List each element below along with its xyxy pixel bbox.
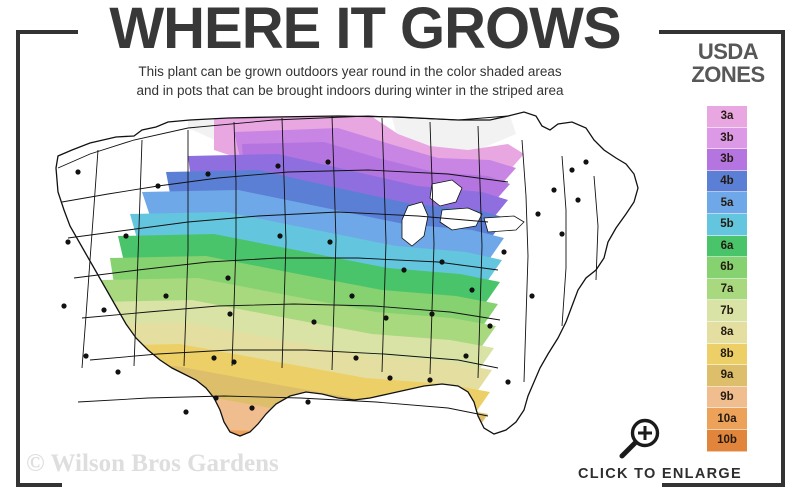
legend-title-line-1: USDA — [697, 39, 759, 64]
frame-top-right-segment — [659, 30, 785, 34]
legend-zone-9b-13: 9b — [707, 386, 747, 409]
legend-zone-label: 6b — [720, 261, 734, 274]
page-subtitle: This plant can be grown outdoors year ro… — [40, 62, 660, 100]
legend-zone-4b-3: 4b — [707, 170, 747, 193]
legend-zone-label: 8b — [720, 347, 734, 360]
legend-zone-label: 3b — [720, 153, 734, 166]
magnifier-plus-icon[interactable] — [617, 418, 663, 460]
page-title: WHERE IT GROWS — [109, 0, 621, 61]
legend-zone-3b-1: 3b — [707, 127, 747, 150]
legend-zone-3a-0: 3a — [707, 106, 747, 128]
legend-zone-7b-9: 7b — [707, 300, 747, 322]
legend-zone-5a-4: 5a — [707, 192, 747, 214]
legend-zone-label: 4b — [720, 175, 734, 188]
legend-zone-label: 10a — [717, 412, 737, 425]
subtitle-line-1: This plant can be grown outdoors year ro… — [138, 64, 562, 79]
city-markers — [61, 159, 589, 415]
legend-zone-6a-6: 6a — [707, 235, 747, 258]
legend-zone-label: 3b — [720, 131, 734, 144]
frame-bottom-right-segment — [662, 483, 785, 487]
legend-zone-label: 5b — [720, 218, 734, 231]
legend-zone-5b-5: 5b — [707, 213, 747, 236]
legend-zone-label: 7b — [720, 304, 734, 317]
click-to-enlarge-label[interactable]: CLICK TO ENLARGE — [578, 466, 742, 482]
legend-zone-label: 9a — [720, 369, 734, 382]
legend-title-line-2: ZONES — [691, 62, 765, 87]
country-outline — [55, 111, 639, 437]
legend-zone-10a-14: 10a — [707, 408, 747, 430]
legend-zone-list: 3a 3b 3b 4b 5a 5b 6a 6b 7a 7b 8a 8b 9a 9b 10a 10b — [707, 106, 747, 452]
frame-top-left-segment — [16, 30, 78, 34]
legend-title: USDA ZONES — [672, 40, 784, 86]
usda-zone-map-image[interactable] — [38, 110, 658, 460]
frame-right-edge — [781, 30, 785, 487]
legend-zone-label: 6a — [720, 239, 734, 252]
legend-zone-label: 7a — [720, 283, 734, 296]
frame-bottom-left-segment — [16, 483, 62, 487]
legend-zone-6b-7: 6b — [707, 257, 747, 279]
subtitle-line-2: and in pots that can be brought indoors … — [136, 83, 564, 98]
legend-zone-label: 5a — [720, 196, 734, 209]
state-boundaries — [57, 115, 599, 417]
legend-zone-8a-10: 8a — [707, 321, 747, 344]
legend-zone-label: 9b — [720, 391, 734, 404]
legend-zone-label: 8a — [720, 326, 734, 339]
legend-zone-8b-11: 8b — [707, 343, 747, 366]
frame-left-edge — [16, 30, 20, 487]
legend-zone-3b-2: 3b — [707, 149, 747, 171]
great-lakes — [401, 179, 525, 247]
legend-zone-label: 10b — [717, 434, 737, 447]
legend-zone-9a-12: 9a — [707, 365, 747, 387]
legend-zone-label: 3a — [720, 110, 734, 123]
watermark: © Wilson Bros Gardens — [26, 450, 279, 477]
map-container[interactable] — [38, 110, 658, 460]
legend-zone-10b-15: 10b — [707, 429, 747, 452]
legend-zone-7a-8: 7a — [707, 278, 747, 301]
